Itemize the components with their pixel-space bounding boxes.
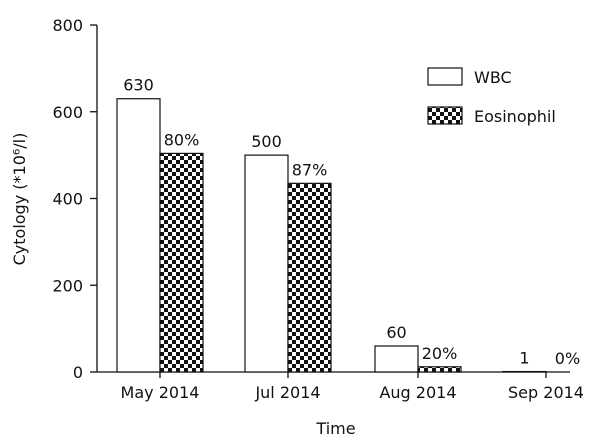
bar-wbc-0 [117, 99, 160, 372]
y-tick-label: 200 [52, 276, 83, 295]
legend-swatch-wbc [428, 68, 462, 85]
bar-eosinophil-2 [418, 367, 461, 372]
x-tick-label: Sep 2014 [508, 383, 584, 402]
data-label-eosinophil-3: 0% [555, 349, 580, 368]
bar-eosinophil-1 [288, 183, 331, 372]
data-label-wbc-3: 1 [519, 349, 529, 368]
y-tick-labels: 0 200 400 600 800 [52, 16, 97, 382]
bar-wbc-2 [375, 346, 418, 372]
x-axis-title: Time [315, 419, 355, 438]
legend-label-wbc: WBC [474, 68, 512, 87]
y-axis-title: Cytology (*10⁶/l) [10, 133, 29, 266]
data-label-wbc-2: 60 [386, 323, 406, 342]
legend-label-eosinophil: Eosinophil [474, 107, 556, 126]
x-tick-label: Aug 2014 [379, 383, 456, 402]
data-label-eosinophil-2: 20% [422, 344, 458, 363]
data-label-eosinophil-1: 87% [292, 160, 328, 179]
x-tick-label: May 2014 [121, 383, 200, 402]
bar-eosinophil-0 [160, 153, 203, 372]
x-tick-labels: May 2014 Jul 2014 Aug 2014 Sep 2014 [121, 372, 584, 402]
x-tick-label: Jul 2014 [254, 383, 320, 402]
y-tick-label: 400 [52, 190, 83, 209]
data-label-wbc-0: 630 [123, 76, 154, 95]
legend-swatch-eosinophil [428, 107, 462, 124]
y-tick-label: 0 [73, 363, 83, 382]
y-tick-label: 600 [52, 103, 83, 122]
y-tick-label: 800 [52, 16, 83, 35]
data-label-eosinophil-0: 80% [164, 130, 200, 149]
data-label-wbc-1: 500 [251, 132, 282, 151]
legend: WBC Eosinophil [428, 68, 556, 126]
bar-wbc-1 [245, 155, 288, 372]
